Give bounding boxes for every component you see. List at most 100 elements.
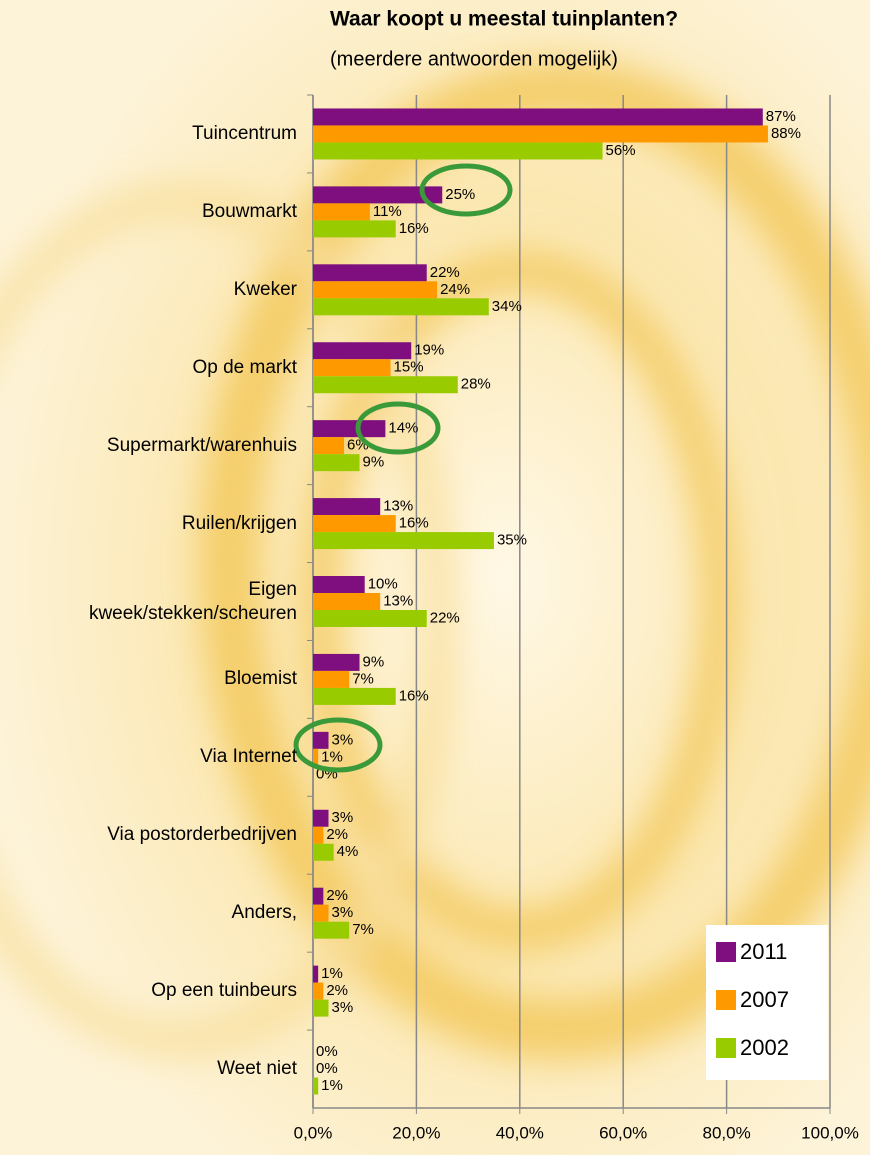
bar xyxy=(313,732,329,749)
x-tick-label: 60,0% xyxy=(599,1123,647,1142)
value-label: 3% xyxy=(332,904,354,921)
value-label: 2% xyxy=(326,982,348,999)
value-label: 4% xyxy=(337,843,359,860)
bar xyxy=(313,281,437,298)
bar xyxy=(313,342,411,359)
y-tick-label: Anders, xyxy=(57,901,297,925)
value-label: 19% xyxy=(414,342,444,359)
bar xyxy=(313,220,396,237)
bar xyxy=(313,359,391,376)
bar xyxy=(313,905,329,922)
value-label: 7% xyxy=(352,921,374,938)
value-label: 2% xyxy=(326,887,348,904)
bar xyxy=(313,827,323,844)
legend-label: 2011 xyxy=(740,939,787,964)
value-label: 22% xyxy=(430,264,460,281)
bar xyxy=(313,298,489,315)
value-label: 22% xyxy=(430,609,460,626)
value-label: 11% xyxy=(373,203,402,220)
bar xyxy=(313,688,396,705)
bar xyxy=(313,966,318,983)
legend-swatch xyxy=(716,990,736,1010)
value-label: 87% xyxy=(766,108,796,125)
bar xyxy=(313,376,458,393)
y-tick-label: Op de markt xyxy=(57,356,297,380)
value-label: 9% xyxy=(363,653,385,670)
value-label: 34% xyxy=(492,298,522,315)
chart-title: Waar koopt u meestal tuinplanten? xyxy=(330,8,678,31)
legend-label: 2007 xyxy=(740,987,789,1012)
bar xyxy=(313,498,380,515)
y-tick-label: Eigen kweek/stekken/scheuren xyxy=(57,578,297,626)
value-label: 1% xyxy=(321,965,343,982)
value-label: 1% xyxy=(321,1077,343,1094)
value-label: 7% xyxy=(352,670,374,687)
value-label: 0% xyxy=(316,1060,338,1077)
value-label: 56% xyxy=(606,142,636,159)
y-tick-label: Bloemist xyxy=(57,667,297,691)
value-label: 10% xyxy=(368,575,398,592)
bar xyxy=(313,576,365,593)
bar xyxy=(313,983,323,1000)
bar xyxy=(313,108,763,125)
bar xyxy=(313,610,427,627)
value-label: 1% xyxy=(321,748,343,765)
y-tick-label: Via postorderbedrijven xyxy=(57,823,297,847)
y-tick-label: Op een tuinbeurs xyxy=(57,979,297,1003)
value-label: 24% xyxy=(440,281,470,298)
y-tick-label: Ruilen/krijgen xyxy=(57,512,297,536)
x-tick-label: 0,0% xyxy=(294,1123,333,1142)
bar xyxy=(313,922,349,939)
y-tick-label: Tuincentrum xyxy=(57,122,297,146)
bar xyxy=(313,142,603,159)
value-label: 0% xyxy=(316,1043,338,1060)
value-label: 16% xyxy=(399,687,429,704)
value-label: 14% xyxy=(388,420,418,437)
bar xyxy=(313,532,494,549)
y-tick-label: Via Internet xyxy=(57,745,297,769)
bar xyxy=(313,593,380,610)
value-label: 13% xyxy=(383,498,413,515)
bar xyxy=(313,810,329,827)
bar xyxy=(313,420,385,437)
bar xyxy=(313,203,370,220)
chart-subtitle: (meerdere antwoorden mogelijk) xyxy=(330,48,618,70)
y-tick-label: Bouwmarkt xyxy=(57,200,297,224)
value-label: 3% xyxy=(332,809,354,826)
bar xyxy=(313,671,349,688)
bar xyxy=(313,1078,318,1095)
x-tick-label: 80,0% xyxy=(702,1123,750,1142)
value-label: 16% xyxy=(399,515,429,532)
bar xyxy=(313,515,396,532)
value-label: 35% xyxy=(497,532,527,549)
x-tick-label: 40,0% xyxy=(496,1123,544,1142)
value-label: 9% xyxy=(363,454,385,471)
bar xyxy=(313,844,334,861)
bar xyxy=(313,125,768,142)
legend-label: 2002 xyxy=(740,1035,789,1060)
value-label: 2% xyxy=(326,826,348,843)
y-tick-label: Weet niet xyxy=(57,1057,297,1081)
value-label: 88% xyxy=(771,125,801,142)
value-label: 16% xyxy=(399,220,429,237)
value-label: 3% xyxy=(332,731,354,748)
x-tick-label: 100,0% xyxy=(801,1123,859,1142)
legend: 2011 2007 2002 xyxy=(706,925,828,1080)
legend-swatch xyxy=(716,1038,736,1058)
x-tick-label: 20,0% xyxy=(392,1123,440,1142)
value-label: 28% xyxy=(461,376,491,393)
value-label: 13% xyxy=(383,592,413,609)
bar xyxy=(313,437,344,454)
bar xyxy=(313,1000,329,1017)
bar xyxy=(313,654,360,671)
value-label: 15% xyxy=(394,359,424,376)
value-label: 25% xyxy=(445,186,475,203)
y-tick-label: Kweker xyxy=(57,278,297,302)
chart-page: Waar koopt u meestal tuinplanten? (meerd… xyxy=(0,0,870,1155)
bar xyxy=(313,888,323,905)
bar xyxy=(313,454,360,471)
value-label: 3% xyxy=(332,999,354,1016)
legend-swatch xyxy=(716,942,736,962)
y-tick-label: Supermarkt/warenhuis xyxy=(57,434,297,458)
bar xyxy=(313,264,427,281)
